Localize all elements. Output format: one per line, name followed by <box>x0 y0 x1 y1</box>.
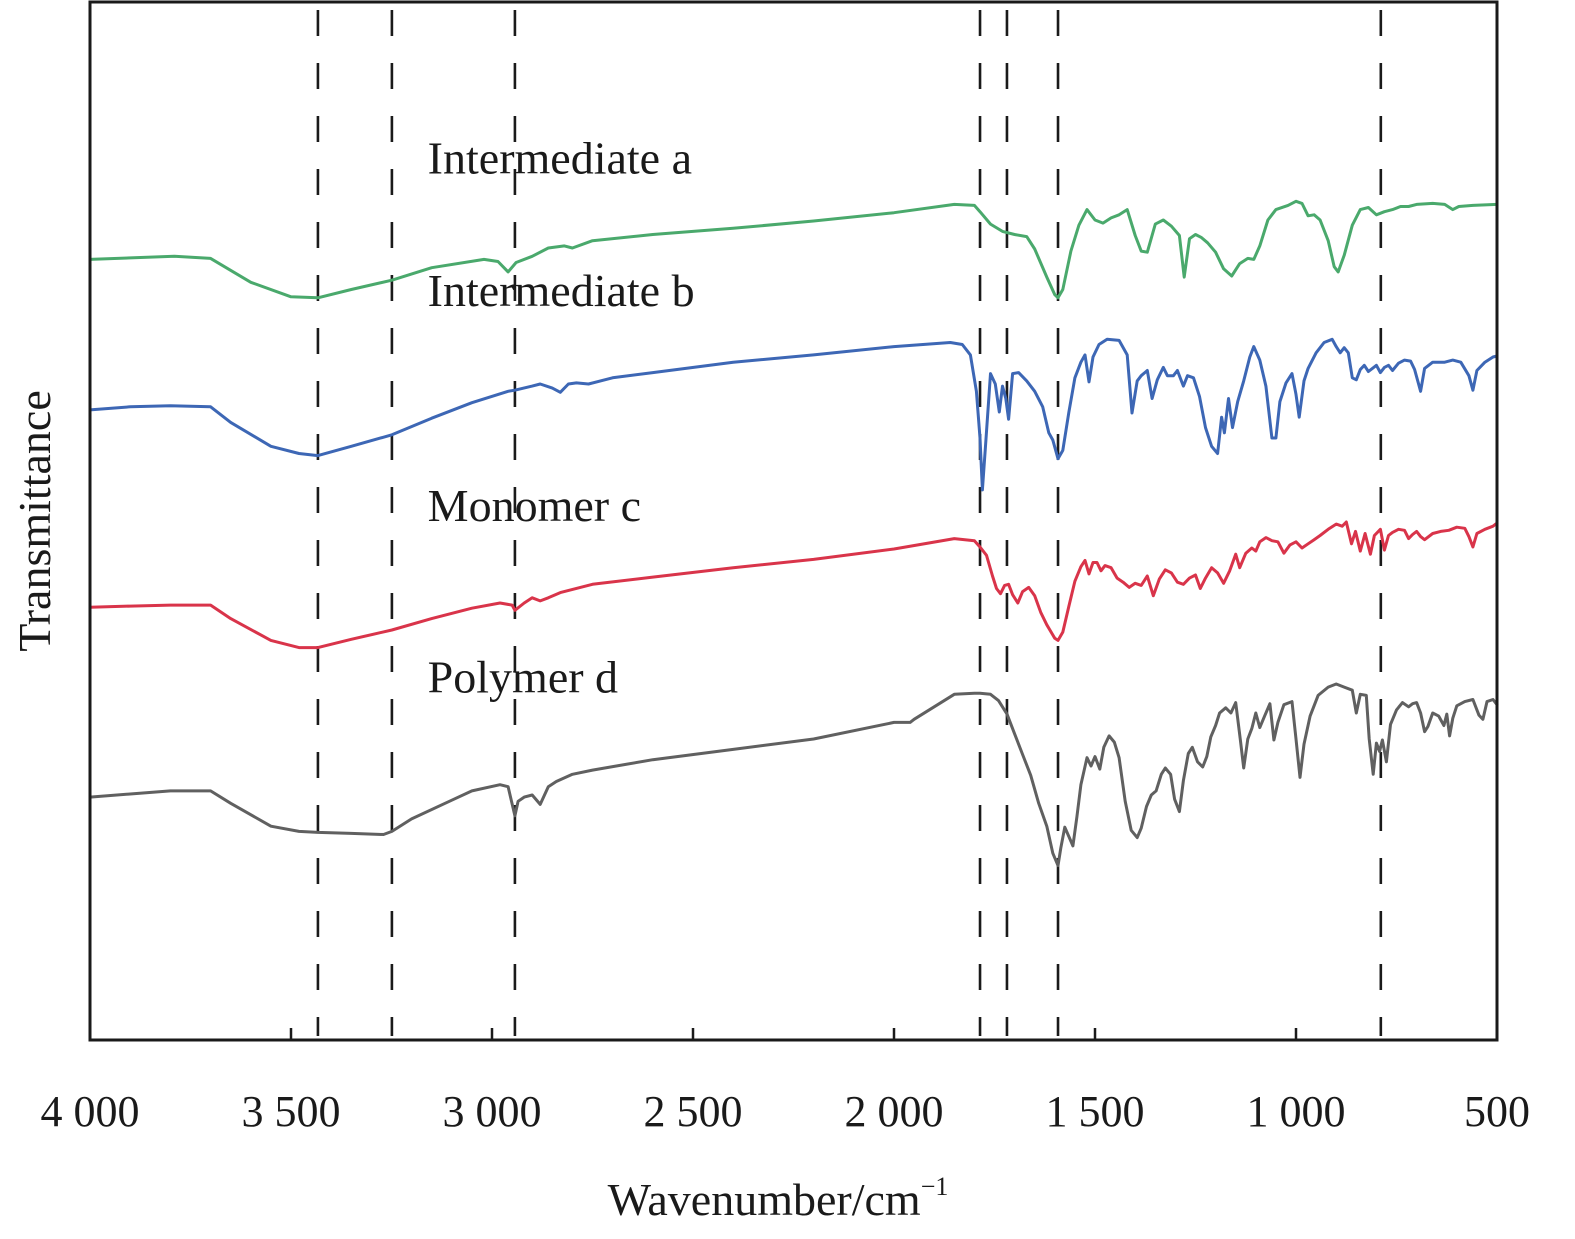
x-axis-tick-labels: 4 000 3 500 3 000 2 500 2 000 1 500 1 000 500 <box>41 1087 1531 1136</box>
series-label: Monomer c <box>428 480 641 531</box>
series-line-monomer-c <box>88 520 1499 650</box>
plot-frame <box>88 0 1499 1042</box>
y-axis-title: Transmittance <box>9 390 60 652</box>
series-line-intermediate-a <box>88 199 1499 300</box>
series-line-polymer-d <box>88 682 1499 868</box>
series-line-intermediate-b <box>88 337 1499 492</box>
x-tick-label: 1 000 <box>1247 1087 1346 1136</box>
series-label: Intermediate b <box>428 265 695 316</box>
x-tick-label: 3 500 <box>242 1087 341 1136</box>
x-axis-title-text: Wavenumber/cm <box>608 1174 921 1225</box>
x-tick-label: 2 500 <box>644 1087 743 1136</box>
x-tick-label: 4 000 <box>41 1087 140 1136</box>
x-axis-title-superscript: −1 <box>921 1172 949 1201</box>
x-axis-ticks <box>289 1028 1298 1040</box>
x-axis-title: Wavenumber/cm−1 <box>608 1172 949 1225</box>
x-tick-label: 2 000 <box>845 1087 944 1136</box>
x-tick-label: 3 000 <box>443 1087 542 1136</box>
series-label: Intermediate a <box>428 132 692 183</box>
series-label: Polymer d <box>428 651 618 702</box>
x-tick-label: 1 500 <box>1046 1087 1145 1136</box>
x-tick-label: 500 <box>1464 1087 1530 1136</box>
series-layer <box>88 199 1499 868</box>
series-labels: Intermediate a Intermediate b Monomer c Pol… <box>428 132 695 702</box>
